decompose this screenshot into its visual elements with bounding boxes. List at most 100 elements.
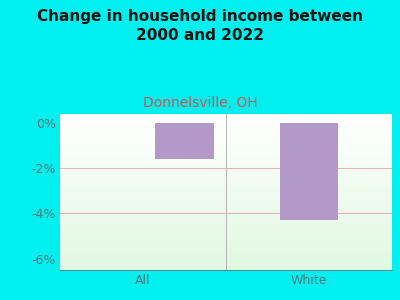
- Bar: [60, 119, 392, 120]
- Bar: [60, 149, 392, 150]
- Bar: [60, 210, 392, 211]
- Bar: [60, 117, 392, 118]
- Bar: [60, 169, 392, 170]
- Bar: [60, 216, 392, 217]
- Bar: [60, 189, 392, 190]
- Bar: [60, 168, 392, 169]
- Bar: [60, 136, 392, 137]
- Bar: [60, 162, 392, 163]
- Bar: [60, 171, 392, 172]
- Bar: [60, 135, 392, 136]
- Bar: [60, 203, 392, 204]
- Bar: [60, 261, 392, 262]
- Bar: [60, 198, 392, 199]
- Bar: [60, 173, 392, 174]
- Bar: [60, 174, 392, 175]
- Bar: [60, 159, 392, 160]
- Bar: [60, 231, 392, 232]
- Bar: [60, 183, 392, 184]
- Bar: [280, 123, 338, 220]
- Bar: [60, 164, 392, 165]
- Bar: [60, 129, 392, 130]
- Bar: [60, 137, 392, 138]
- Bar: [60, 140, 392, 141]
- Bar: [60, 163, 392, 164]
- Bar: [60, 133, 392, 134]
- Bar: [60, 238, 392, 239]
- Bar: [60, 146, 392, 147]
- Bar: [60, 169, 392, 170]
- Bar: [60, 215, 392, 216]
- Bar: [60, 142, 392, 143]
- Bar: [60, 265, 392, 266]
- Bar: [60, 245, 392, 246]
- Bar: [60, 240, 392, 241]
- Bar: [60, 262, 392, 263]
- Bar: [60, 251, 392, 252]
- Text: Change in household income between
2000 and 2022: Change in household income between 2000 …: [37, 9, 363, 43]
- Bar: [60, 200, 392, 201]
- Bar: [60, 181, 392, 182]
- Bar: [60, 178, 392, 179]
- Bar: [60, 160, 392, 161]
- Bar: [60, 165, 392, 166]
- Bar: [60, 230, 392, 231]
- Bar: [60, 199, 392, 200]
- Bar: [60, 260, 392, 261]
- Bar: [60, 155, 392, 156]
- Bar: [60, 232, 392, 233]
- Bar: [60, 213, 392, 214]
- Bar: [60, 226, 392, 227]
- Bar: [60, 134, 392, 135]
- Bar: [60, 218, 392, 219]
- Bar: [60, 128, 392, 129]
- Bar: [60, 190, 392, 191]
- Bar: [60, 224, 392, 225]
- Bar: [60, 193, 392, 194]
- Bar: [60, 194, 392, 195]
- Bar: [60, 234, 392, 235]
- Bar: [60, 126, 392, 127]
- Bar: [60, 246, 392, 247]
- Bar: [60, 244, 392, 245]
- Bar: [60, 227, 392, 228]
- Bar: [60, 252, 392, 253]
- Bar: [60, 115, 392, 116]
- Bar: [60, 214, 392, 215]
- Bar: [60, 180, 392, 181]
- Bar: [60, 122, 392, 123]
- Bar: [60, 204, 392, 205]
- Bar: [60, 267, 392, 268]
- Text: Donnelsville, OH: Donnelsville, OH: [143, 96, 257, 110]
- Bar: [60, 152, 392, 153]
- Bar: [60, 132, 392, 133]
- Bar: [60, 236, 392, 237]
- Bar: [60, 170, 392, 171]
- Bar: [60, 188, 392, 189]
- Bar: [60, 116, 392, 117]
- Bar: [60, 157, 392, 158]
- Bar: [60, 182, 392, 183]
- Bar: [60, 118, 392, 119]
- Bar: [60, 219, 392, 220]
- Bar: [60, 177, 392, 178]
- Bar: [60, 145, 392, 146]
- Bar: [60, 186, 392, 187]
- Bar: [60, 259, 392, 260]
- Bar: [60, 255, 392, 256]
- Bar: [60, 257, 392, 258]
- Bar: [60, 179, 392, 180]
- Bar: [60, 258, 392, 259]
- Bar: [60, 206, 392, 207]
- Bar: [60, 205, 392, 206]
- Bar: [60, 243, 392, 244]
- Bar: [60, 154, 392, 155]
- Bar: [60, 266, 392, 267]
- Bar: [60, 207, 392, 208]
- Bar: [60, 221, 392, 222]
- Bar: [156, 123, 214, 159]
- Bar: [60, 209, 392, 210]
- Bar: [60, 222, 392, 223]
- Bar: [60, 229, 392, 230]
- Bar: [60, 264, 392, 265]
